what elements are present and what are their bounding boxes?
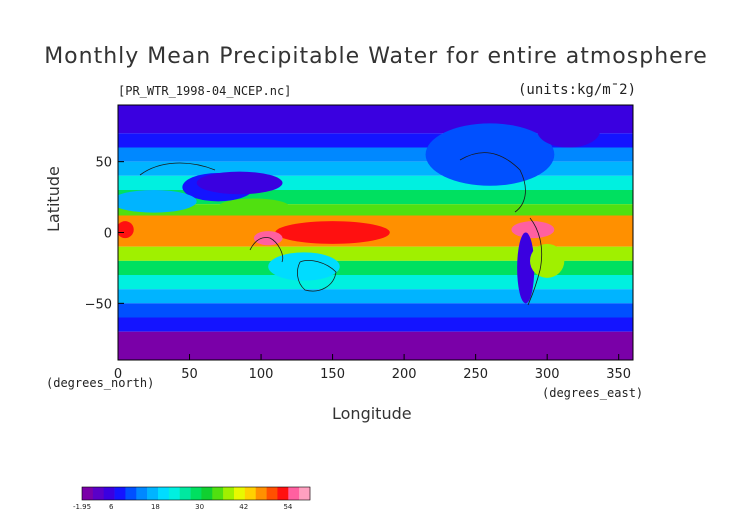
x-tick-label-1: 50 <box>181 367 198 382</box>
lat-band-10 <box>118 275 633 290</box>
y-tick-label-1: 0 <box>104 227 112 242</box>
x-axis-label: Longitude <box>332 404 412 423</box>
x-tick-label-4: 200 <box>392 367 417 382</box>
field-feature-4 <box>218 198 290 216</box>
coastline-1 <box>297 260 337 292</box>
file-label: [PR_WTR_1998-04_NCEP.nc] <box>118 84 292 98</box>
units-label: (units:kg/m¯2) <box>518 82 637 98</box>
colorbar-swatch-2 <box>103 487 115 500</box>
y-tick-label-0: 50 <box>95 156 112 171</box>
colorbar-tick-label-4: 42 <box>239 503 248 511</box>
colorbar-swatch-9 <box>179 487 191 500</box>
field-feature-7 <box>511 221 555 239</box>
lat-band-6 <box>118 204 633 216</box>
field-feature-6 <box>253 231 283 246</box>
colorbar-swatch-6 <box>147 487 159 500</box>
colorbar-swatch-8 <box>168 487 181 500</box>
lat-band-9 <box>118 260 633 275</box>
colorbar-swatch-12 <box>212 487 224 500</box>
colorbar-swatch-7 <box>158 487 170 500</box>
lat-band-3 <box>118 161 633 176</box>
field-feature-10 <box>530 243 565 278</box>
colorbar-swatch-1 <box>92 487 105 500</box>
lat-band-2 <box>118 147 633 162</box>
x-tick-label-7: 350 <box>606 367 631 382</box>
coastline-0 <box>249 237 284 263</box>
coastline-4 <box>459 152 526 213</box>
field-feature-5 <box>275 221 390 244</box>
colorbar-frame <box>81 486 311 501</box>
lat-band-11 <box>118 289 633 304</box>
colorbar-tick-label-2: 18 <box>151 503 160 511</box>
map-field <box>118 105 633 360</box>
colorbar-swatch-18 <box>277 487 289 500</box>
colorbar-swatch-20 <box>299 487 311 500</box>
chart-title: Monthly Mean Precipitable Water for enti… <box>44 44 708 69</box>
colorbar-swatch-5 <box>136 487 148 500</box>
x-tick-label-3: 150 <box>320 367 345 382</box>
lat-band-14 <box>118 331 633 360</box>
colorbar-swatch-0 <box>82 487 94 500</box>
lat-band-13 <box>118 317 633 332</box>
colorbar-swatch-3 <box>114 487 126 500</box>
colorbar-tick-label-5: 54 <box>283 503 292 511</box>
colorbar-swatch-4 <box>125 487 137 500</box>
lat-band-12 <box>118 303 633 318</box>
x-tick-label-2: 100 <box>249 367 274 382</box>
field-feature-1 <box>196 171 283 195</box>
colorbar-tick-label-0: -1.95 <box>73 503 91 511</box>
lat-band-8 <box>118 246 633 261</box>
x-tick-label-5: 250 <box>463 367 488 382</box>
field-feature-3 <box>537 113 601 148</box>
field-feature-9 <box>517 232 535 304</box>
colorbar-tick-label-3: 30 <box>195 503 204 511</box>
colorbar-swatch-17 <box>266 487 278 500</box>
field-feature-8 <box>118 221 134 239</box>
colorbar-swatch-13 <box>223 487 235 500</box>
colorbar-swatch-19 <box>288 487 300 500</box>
colorbar-swatch-14 <box>234 487 246 500</box>
field-feature-12 <box>268 252 340 281</box>
colorbar-swatch-11 <box>201 487 213 500</box>
lat-unit-label: (degrees_north) <box>46 376 155 390</box>
x-tick-label-0: 0 <box>114 367 122 382</box>
x-tick-label-6: 300 <box>535 367 560 382</box>
field-feature-11 <box>118 190 197 213</box>
lon-unit-label: (degrees_east) <box>542 386 644 400</box>
y-tick-label-2: −50 <box>85 297 112 312</box>
colorbar-swatch-16 <box>255 487 267 500</box>
colorbar-swatch-15 <box>244 487 257 500</box>
field-feature-2 <box>425 123 555 186</box>
coastline-3 <box>139 162 216 176</box>
coastline-2 <box>527 217 543 306</box>
colorbar-swatch-10 <box>190 487 202 500</box>
colorbar-tick-label-1: 6 <box>109 503 114 511</box>
